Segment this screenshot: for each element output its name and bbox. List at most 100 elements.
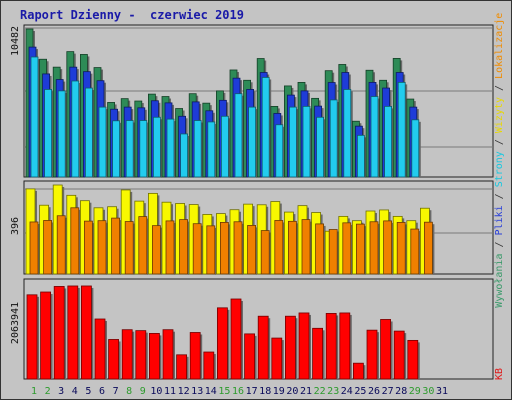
bar-lokalizacje [274, 220, 284, 275]
x-tick-label: 31 [436, 386, 448, 397]
bar-kb [230, 298, 242, 380]
bar-lokalizacje [410, 228, 420, 275]
x-tick-label: 24 [341, 386, 353, 397]
bar-strony [152, 116, 161, 178]
x-tick-label: 23 [327, 386, 339, 397]
bar-kb [148, 333, 160, 380]
bar-lokalizacje [396, 222, 406, 275]
bar-lokalizacje [192, 223, 202, 275]
x-tick-label: 3 [58, 386, 64, 397]
bar-lokalizacje [315, 223, 325, 275]
bar-lokalizacje [206, 225, 216, 275]
x-tick-label: 18 [259, 386, 271, 397]
bar-strony [248, 106, 257, 178]
bar-kb [94, 318, 106, 380]
legend-entry: Strony [494, 151, 505, 188]
bar-kb [284, 315, 296, 380]
bar-strony [261, 77, 270, 178]
bar-strony [180, 133, 189, 178]
y-max-label: 396 [10, 217, 21, 235]
bar-lokalizacje [233, 221, 243, 275]
x-tick-label: 20 [286, 386, 298, 397]
legend-entry: Pliki [494, 205, 505, 236]
x-tick-label: 13 [191, 386, 203, 397]
x-tick-label: 27 [382, 386, 394, 397]
bar-kb [298, 312, 310, 380]
x-tick-label: 19 [273, 386, 285, 397]
bar-kb [257, 315, 269, 380]
x-tick-label: 11 [164, 386, 176, 397]
x-tick-label: 26 [368, 386, 380, 397]
bar-strony [370, 96, 379, 178]
bar-kb [271, 337, 283, 380]
bar-kb [26, 294, 38, 380]
bar-strony [302, 106, 311, 178]
right-legend-top: Wywołania / Pliki / Strony / Wizyty / Lo… [494, 13, 505, 308]
bar-strony [193, 120, 202, 178]
x-tick-label: 29 [409, 386, 421, 397]
x-tick-label: 21 [300, 386, 312, 397]
bar-lokalizacje [84, 220, 93, 275]
bar-kb [325, 313, 337, 380]
bar-lokalizacje [355, 223, 365, 275]
bar-kb [121, 329, 133, 380]
x-tick-label: 12 [178, 386, 190, 397]
right-legend-label: KB Wywołania / Pliki / Strony / Wizyty /… [494, 13, 510, 380]
bar-strony [98, 106, 107, 178]
x-tick-label: 28 [395, 386, 407, 397]
legend-entry: / [494, 78, 505, 97]
legend-entry: Wywołania [494, 253, 505, 308]
bar-lokalizacje [260, 230, 270, 275]
bar-strony [343, 89, 352, 178]
x-tick-label: 16 [232, 386, 244, 397]
bar-kb [352, 362, 364, 380]
x-tick-label: 4 [72, 386, 78, 397]
x-tick-label: 14 [205, 386, 217, 397]
bar-strony [234, 93, 243, 178]
bar-strony [329, 99, 338, 178]
bar-lokalizacje [219, 222, 229, 275]
bar-lokalizacje [138, 216, 148, 275]
x-tick-label: 25 [354, 386, 366, 397]
bar-strony [30, 56, 39, 178]
legend-entry: / [494, 235, 505, 254]
bar-strony [112, 120, 120, 178]
bar-lokalizacje [287, 220, 297, 275]
bar-kb [339, 312, 351, 380]
x-tick-label: 9 [140, 386, 146, 397]
bar-kb [380, 319, 392, 380]
x-tick-label: 5 [85, 386, 91, 397]
bar-lokalizacje [247, 225, 257, 275]
bar-strony [85, 87, 93, 178]
bar-kb [393, 330, 405, 380]
bar-kb [67, 285, 79, 380]
legend-entry: Lokalizacje [494, 12, 505, 79]
bar-lokalizacje [29, 221, 39, 275]
x-tick-label: 22 [314, 386, 326, 397]
x-tick-label: 7 [113, 386, 119, 397]
y-max-label: 10482 [10, 26, 21, 56]
bar-strony [411, 119, 420, 178]
bar-lokalizacje [56, 215, 66, 275]
bar-strony [356, 134, 365, 178]
x-tick-label: 15 [218, 386, 230, 397]
bar-kb [53, 286, 65, 380]
legend-entry: / [494, 133, 505, 152]
bar-strony [166, 118, 175, 178]
bar-kb [244, 333, 256, 380]
bar-lokalizacje [342, 222, 352, 275]
x-tick-label: 17 [246, 386, 258, 397]
bar-strony [288, 106, 297, 178]
bar-kb [135, 330, 147, 380]
bar-lokalizacje [97, 220, 107, 275]
bar-strony [275, 124, 284, 178]
x-tick-label: 8 [126, 386, 132, 397]
bar-kb [40, 291, 51, 380]
legend-entry: Wizyty [494, 96, 505, 134]
bar-kb [189, 332, 201, 380]
right-legend-separator [494, 314, 505, 362]
bar-strony [71, 80, 80, 178]
bar-lokalizacje [70, 207, 80, 275]
bar-lokalizacje [165, 220, 175, 275]
bar-lokalizacje [383, 220, 393, 275]
